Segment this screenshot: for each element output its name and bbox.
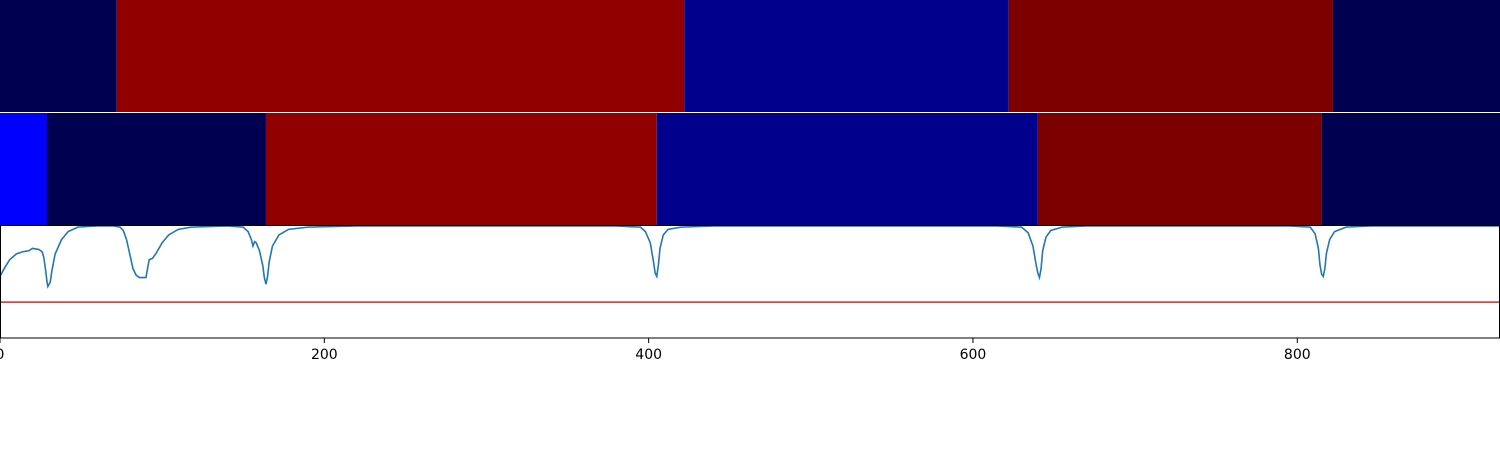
signal-panel	[0, 225, 1500, 339]
x-tick-label-0: 0	[0, 347, 4, 363]
track-2-segment-3	[656, 113, 1038, 225]
track-2-segment-5	[1321, 113, 1500, 225]
x-axis: 0 200 400 600 800	[0, 112, 1500, 363]
signal-line	[0, 225, 1500, 289]
track-1-heatmap	[0, 0, 1500, 112]
x-tick-label-1: 200	[311, 347, 338, 363]
x-tick-label-4: 800	[1284, 347, 1311, 363]
track-1-segment-0	[0, 0, 117, 112]
track-1-segment-3	[1008, 0, 1333, 112]
track-2-segment-1	[47, 113, 266, 225]
track-1-segment-4	[1332, 0, 1500, 112]
track-1-segment-2	[684, 0, 1009, 112]
track-2-segment-4	[1037, 113, 1322, 225]
signal-background	[0, 226, 1500, 338]
track-2-heatmap	[0, 113, 1500, 225]
track-1-segment-1	[116, 0, 685, 112]
track-2-segment-0	[0, 113, 48, 225]
x-tick-label-3: 600	[960, 347, 987, 363]
x-tick-label-2: 400	[635, 347, 662, 363]
track-2-segment-2	[265, 113, 657, 225]
